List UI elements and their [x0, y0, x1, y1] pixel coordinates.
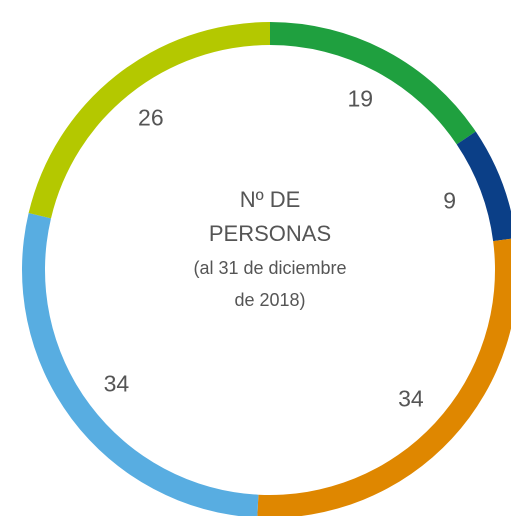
value-label: 19	[347, 86, 373, 112]
value-label: 9	[443, 187, 456, 213]
donut-segment	[22, 213, 259, 516]
center-label: de 2018)	[234, 290, 305, 310]
value-label: 34	[104, 370, 130, 396]
donut-segment	[270, 22, 476, 145]
center-label: Nº DE	[240, 187, 301, 212]
value-label: 26	[138, 105, 164, 131]
center-label: PERSONAS	[209, 221, 331, 246]
value-label: 34	[398, 385, 424, 411]
center-label: (al 31 de diciembre	[193, 258, 346, 278]
donut-segment	[456, 131, 511, 242]
donut-segment	[257, 238, 511, 516]
donut-segment	[28, 22, 271, 219]
